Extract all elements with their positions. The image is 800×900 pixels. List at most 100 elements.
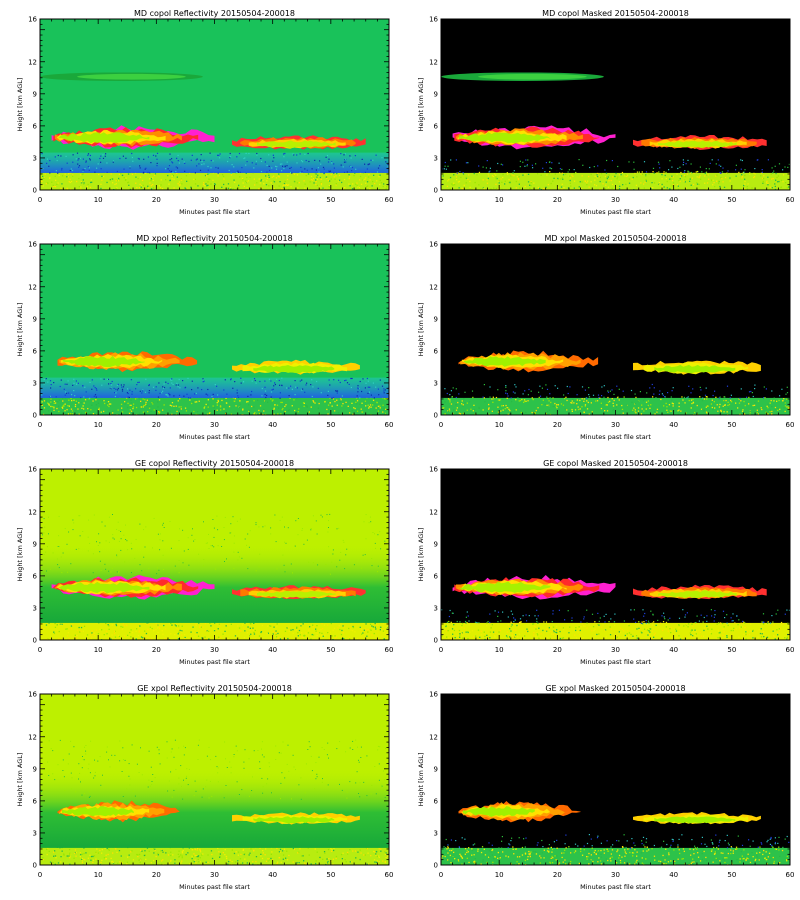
noise-pixel — [769, 402, 771, 404]
noise-pixel — [670, 396, 672, 398]
noise-pixel — [510, 397, 512, 399]
noise-pixel — [504, 408, 506, 410]
noise-pixel — [82, 630, 84, 632]
noise-pixel — [142, 411, 145, 413]
noise-pixel — [107, 401, 110, 403]
noise-pixel — [699, 386, 701, 388]
noise-pixel — [72, 529, 74, 531]
noise-pixel — [383, 392, 385, 394]
noise-pixel — [307, 173, 310, 175]
noise-pixel — [268, 176, 270, 178]
noise-pixel — [81, 862, 84, 864]
noise-pixel — [197, 387, 199, 389]
noise-pixel — [357, 388, 359, 390]
noise-pixel — [54, 402, 57, 404]
noise-pixel — [345, 861, 347, 863]
noise-pixel — [231, 412, 233, 415]
noise-pixel — [188, 397, 190, 399]
noise-pixel — [227, 160, 229, 163]
noise-pixel — [237, 395, 239, 397]
noise-pixel — [49, 568, 51, 570]
noise-pixel — [687, 171, 689, 173]
noise-pixel — [547, 184, 549, 186]
noise-pixel — [171, 175, 173, 177]
noise-pixel — [630, 633, 632, 636]
noise-pixel — [177, 633, 179, 635]
noise-pixel — [184, 634, 186, 636]
noise-pixel — [79, 631, 81, 633]
noise-pixel — [337, 627, 339, 629]
noise-pixel — [356, 185, 358, 187]
noise-pixel — [217, 154, 219, 156]
noise-pixel — [348, 383, 350, 385]
noise-pixel — [288, 387, 290, 389]
noise-pixel — [444, 401, 446, 403]
x-tick-label: 20 — [152, 196, 161, 204]
noise-pixel — [717, 159, 719, 161]
noise-pixel — [191, 389, 193, 391]
noise-pixel — [301, 529, 303, 531]
noise-pixel — [181, 183, 183, 185]
noise-pixel — [80, 630, 82, 632]
noise-pixel — [321, 635, 323, 637]
noise-pixel — [334, 178, 336, 180]
noise-pixel — [714, 610, 716, 612]
noise-pixel — [769, 409, 772, 411]
noise-pixel — [41, 394, 43, 396]
noise-pixel — [209, 178, 211, 180]
noise-pixel — [580, 188, 583, 190]
noise-pixel — [91, 630, 93, 632]
noise-pixel — [126, 861, 129, 863]
noise-pixel — [369, 386, 371, 388]
noise-pixel — [120, 173, 122, 175]
noise-pixel — [121, 388, 124, 390]
noise-pixel — [532, 167, 534, 169]
noise-pixel — [153, 852, 155, 854]
noise-pixel — [776, 400, 778, 402]
noise-pixel — [526, 164, 528, 166]
noise-pixel — [472, 410, 474, 412]
noise-pixel — [361, 390, 363, 393]
noise-pixel — [554, 173, 556, 175]
noise-pixel — [339, 628, 341, 631]
noise-pixel — [268, 378, 270, 380]
noise-pixel — [682, 609, 684, 611]
noise-pixel — [580, 626, 582, 628]
noise-pixel — [646, 406, 648, 408]
noise-pixel — [103, 410, 105, 413]
noise-pixel — [350, 377, 352, 380]
noise-pixel — [564, 397, 566, 400]
x-tick-label: 20 — [553, 196, 562, 204]
noise-pixel — [107, 624, 109, 626]
noise-pixel — [110, 387, 112, 389]
noise-pixel — [623, 620, 625, 622]
noise-pixel — [300, 855, 303, 857]
noise-pixel — [626, 633, 628, 635]
noise-pixel — [598, 624, 600, 626]
x-tick-label: 50 — [727, 646, 736, 654]
noise-pixel — [156, 624, 158, 626]
noise-pixel — [77, 159, 79, 161]
noise-pixel — [285, 404, 287, 406]
noise-pixel — [769, 186, 771, 188]
noise-pixel — [710, 403, 713, 405]
noise-pixel — [200, 159, 202, 161]
noise-pixel — [352, 413, 354, 415]
noise-pixel — [496, 170, 498, 172]
noise-pixel — [455, 411, 458, 414]
noise-pixel — [100, 861, 102, 864]
noise-pixel — [522, 393, 524, 395]
noise-pixel — [253, 413, 255, 415]
noise-pixel — [455, 409, 458, 411]
noise-pixel — [720, 177, 722, 179]
noise-pixel — [96, 859, 98, 861]
noise-pixel — [53, 632, 56, 635]
noise-pixel — [152, 547, 153, 549]
noise-pixel — [468, 174, 470, 176]
noise-pixel — [459, 170, 461, 173]
noise-pixel — [89, 854, 91, 856]
noise-pixel — [782, 169, 784, 171]
noise-pixel — [372, 626, 374, 628]
noise-pixel — [171, 170, 173, 172]
noise-pixel — [261, 624, 264, 627]
